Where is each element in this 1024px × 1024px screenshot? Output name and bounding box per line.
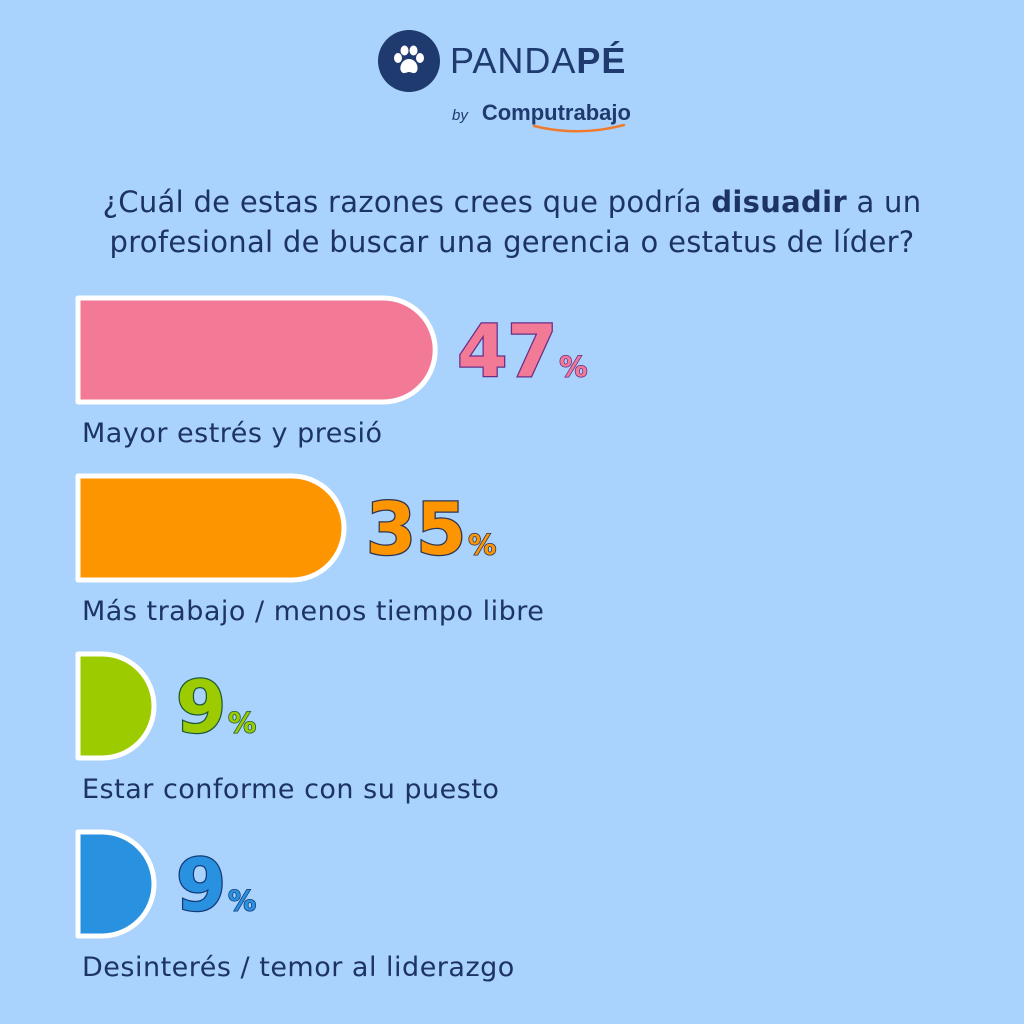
percent-sign: % [559,350,587,383]
bar [75,473,347,583]
brand-logo: PANDAPÉ by Computrabajo [0,30,1024,140]
brand-name-bold: PÉ [576,40,627,81]
bar [75,295,438,405]
value-label: 35 [366,487,466,571]
brand-parent-text: Computrabajo [481,100,631,125]
question-title: ¿Cuál de estas razones crees que podría … [30,182,994,262]
category-label: Más trabajo / menos tiempo libre [82,596,544,627]
brand-parent: by Computrabajo [452,100,631,133]
brand-row: PANDAPÉ [378,30,626,92]
question-emphasis: disuadir [711,185,847,219]
bar [75,651,157,761]
category-label: Desinterés / temor al liderazgo [82,952,515,983]
value-label: 9 [176,843,226,927]
brand-name: PANDAPÉ [450,43,626,79]
bar [75,829,157,939]
brand-name-light: PANDA [450,40,577,81]
swoosh-icon [532,123,626,133]
value-label: 9 [176,665,226,749]
question-after: a un profesional de buscar una gerencia … [109,185,922,259]
brand-by: by [452,107,468,124]
percent-sign: % [228,706,256,739]
category-label: Estar conforme con su puesto [82,774,499,805]
percent-sign: % [468,528,496,561]
brand-parent-name: Computrabajo [481,100,631,133]
category-label: Mayor estrés y presió [82,418,382,449]
value-label: 47 [457,309,557,393]
paw-icon [378,30,440,92]
percent-sign: % [228,884,256,917]
question-before: ¿Cuál de estas razones crees que podría [102,185,712,219]
